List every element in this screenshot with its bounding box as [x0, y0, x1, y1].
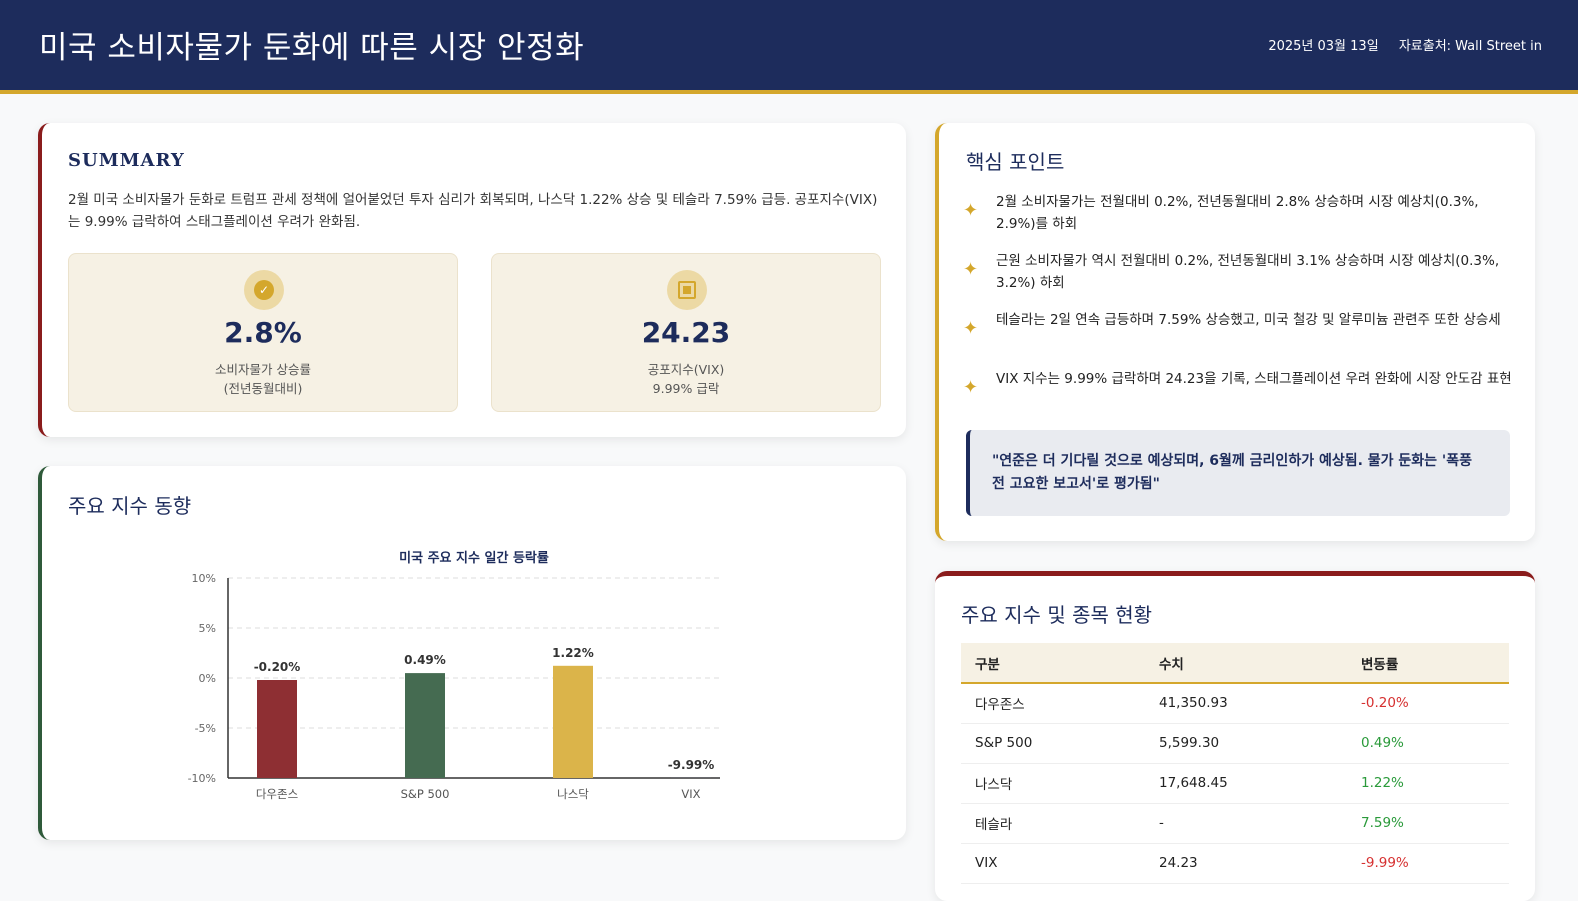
- cell-name: VIX: [961, 843, 1145, 883]
- index-table-card: 주요 지수 및 종목 현황 구분 수치 변동률 다우존스 41,350.93 -…: [935, 571, 1535, 901]
- x-tick-label: S&P 500: [401, 787, 450, 801]
- stat-card-vix: 24.23 공포지수(VIX) 9.99% 급락: [491, 253, 881, 412]
- table-header-row: 구분 수치 변동률: [961, 643, 1509, 683]
- x-tick-label: 나스닥: [557, 787, 589, 801]
- table-row: VIX 24.23 -9.99%: [961, 843, 1509, 883]
- summary-text: 2월 미국 소비자물가 둔화로 트럼프 관세 정책에 얼어붙었던 투자 심리가 …: [68, 189, 888, 233]
- column-header: 변동률: [1347, 643, 1509, 683]
- data-label: -0.20%: [254, 660, 301, 674]
- star-icon: ✦: [963, 378, 983, 398]
- chart-title: 미국 주요 지수 일간 등락률: [399, 550, 549, 566]
- source-label: 자료출처: Wall Street in: [1399, 39, 1542, 54]
- x-tick-label: VIX: [681, 787, 700, 801]
- y-tick-label: 0%: [199, 672, 216, 685]
- data-label: 0.49%: [404, 653, 446, 667]
- stat-label-line2: 9.99% 급락: [492, 379, 880, 398]
- y-tick-label: 5%: [199, 622, 216, 635]
- cell-value: -: [1145, 803, 1347, 843]
- page-header: 미국 소비자물가 둔화에 따른 시장 안정화 2025년 03월 13일 자료출…: [0, 0, 1578, 94]
- stat-label: 소비자물가 상승률 (전년동월대비): [69, 360, 457, 398]
- column-header: 수치: [1145, 643, 1347, 683]
- key-points-card: 핵심 포인트 ✦ 2월 소비자물가는 전월대비 0.2%, 전년동월대비 2.8…: [935, 123, 1535, 541]
- cell-change: 1.22%: [1347, 763, 1509, 803]
- x-tick-label: 다우존스: [256, 787, 298, 801]
- data-label: -9.99%: [668, 758, 715, 772]
- stat-label: 공포지수(VIX) 9.99% 급락: [492, 360, 880, 398]
- bar: [553, 666, 593, 778]
- key-point-text: 2월 소비자물가는 전월대비 0.2%, 전년동월대비 2.8% 상승하며 시장…: [996, 191, 1516, 235]
- report-date: 2025년 03월 13일: [1268, 39, 1378, 54]
- key-point-text: VIX 지수는 9.99% 급락하며 24.23을 기록, 스태그플레이션 우려…: [996, 368, 1516, 390]
- key-point-text: 테슬라는 2일 연속 급등하며 7.59% 상승했고, 미국 철강 및 알루미늄…: [996, 309, 1516, 331]
- column-header: 구분: [961, 643, 1145, 683]
- table-title: 주요 지수 및 종목 현황: [961, 599, 1152, 628]
- stat-label-line1: 소비자물가 상승률: [69, 360, 457, 379]
- y-tick-label: -10%: [188, 772, 216, 785]
- summary-title: SUMMARY: [68, 150, 185, 171]
- index-table: 구분 수치 변동률 다우존스 41,350.93 -0.20% S&P 500 …: [961, 643, 1509, 884]
- y-tick-label: -5%: [195, 722, 216, 735]
- star-icon: ✦: [963, 260, 983, 280]
- cell-change: 0.49%: [1347, 723, 1509, 763]
- cell-name: 나스닥: [961, 763, 1145, 803]
- y-tick-label: 10%: [192, 572, 216, 585]
- summary-card: SUMMARY 2월 미국 소비자물가 둔화로 트럼프 관세 정책에 얼어붙었던…: [38, 123, 906, 437]
- square-icon: [667, 270, 707, 310]
- stat-label-line2: (전년동월대비): [69, 379, 457, 398]
- key-points-title: 핵심 포인트: [966, 146, 1064, 175]
- key-point-text: 근원 소비자물가 역시 전월대비 0.2%, 전년동월대비 3.1% 상승하며 …: [996, 250, 1516, 294]
- star-icon: ✦: [963, 201, 983, 221]
- check-circle-icon: ✓: [244, 270, 284, 310]
- page-title: 미국 소비자물가 둔화에 따른 시장 안정화: [39, 22, 584, 67]
- cell-value: 24.23: [1145, 843, 1347, 883]
- cell-name: 다우존스: [961, 683, 1145, 723]
- stat-value: 2.8%: [69, 316, 457, 349]
- table-row: 나스닥 17,648.45 1.22%: [961, 763, 1509, 803]
- cell-change: -0.20%: [1347, 683, 1509, 723]
- cell-value: 17,648.45: [1145, 763, 1347, 803]
- bar: [405, 673, 445, 778]
- table-row: S&P 500 5,599.30 0.49%: [961, 723, 1509, 763]
- cell-name: S&P 500: [961, 723, 1145, 763]
- stat-label-line1: 공포지수(VIX): [492, 360, 880, 379]
- table-row: 테슬라 - 7.59%: [961, 803, 1509, 843]
- data-label: 1.22%: [552, 646, 594, 660]
- stat-value: 24.23: [492, 316, 880, 349]
- cell-value: 41,350.93: [1145, 683, 1347, 723]
- stat-card-cpi: ✓ 2.8% 소비자물가 상승률 (전년동월대비): [68, 253, 458, 412]
- bar-chart: 미국 주요 지수 일간 등락률 10% 5% 0% -5% -10% -0.20% 다우존스 0…: [42, 466, 906, 840]
- cell-name: 테슬라: [961, 803, 1145, 843]
- cell-change: -9.99%: [1347, 843, 1509, 883]
- quote-box: "연준은 더 기다릴 것으로 예상되며, 6월께 금리인하가 예상됨. 물가 둔…: [966, 430, 1510, 516]
- bar: [257, 680, 297, 778]
- header-meta: 2025년 03월 13일 자료출처: Wall Street in: [1268, 35, 1542, 54]
- star-icon: ✦: [963, 319, 983, 339]
- cell-change: 7.59%: [1347, 803, 1509, 843]
- cell-value: 5,599.30: [1145, 723, 1347, 763]
- table-row: 다우존스 41,350.93 -0.20%: [961, 683, 1509, 723]
